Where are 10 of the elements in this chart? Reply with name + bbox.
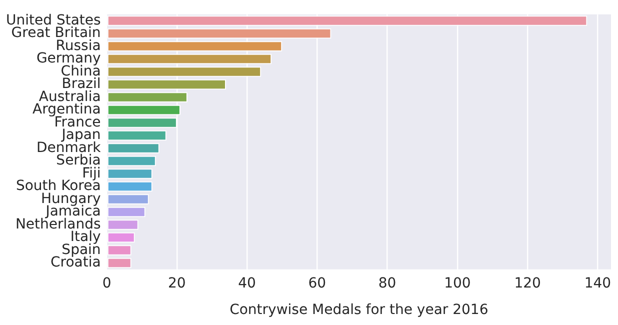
- x-tick-label: 120: [514, 275, 541, 292]
- x-tick-label: 60: [308, 275, 326, 292]
- x-tick-label: 100: [444, 275, 471, 292]
- x-tick-label: 20: [168, 275, 186, 292]
- x-tick-label: 40: [238, 275, 256, 292]
- x-tick-label: 80: [378, 275, 396, 292]
- y-tick-label: Fiji: [82, 165, 101, 182]
- x-axis-title: Contrywise Medals for the year 2016: [230, 302, 488, 318]
- x-tick-label: 140: [584, 275, 612, 292]
- x-tick-label: 0: [102, 275, 112, 292]
